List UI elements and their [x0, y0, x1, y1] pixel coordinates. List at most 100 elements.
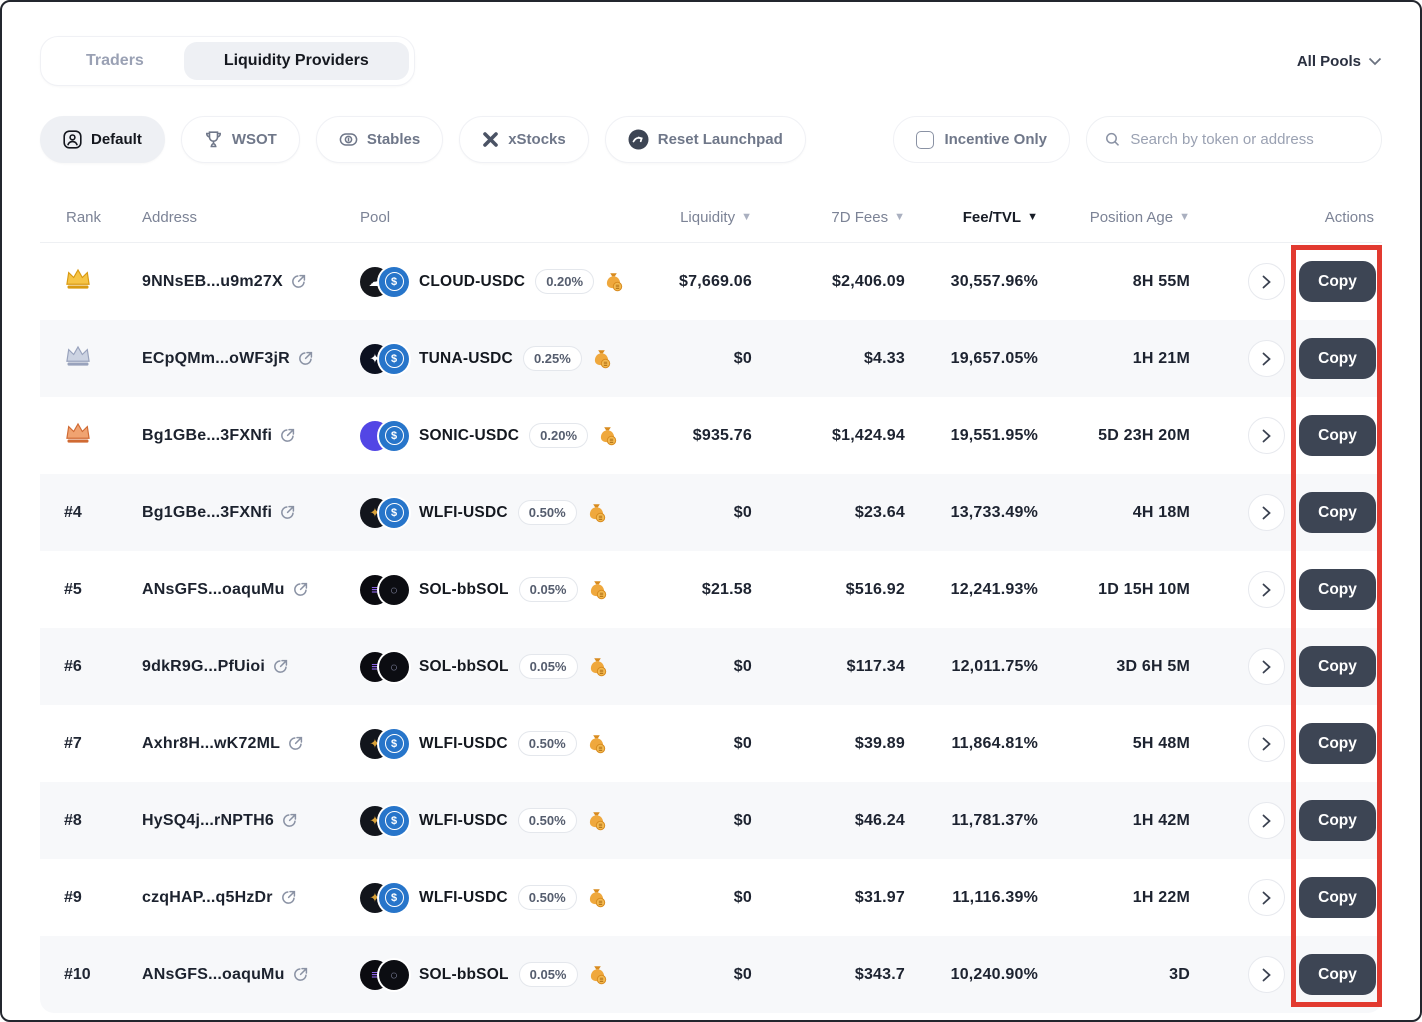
column-header-fee-tvl[interactable]: Fee/TVL ▼	[962, 209, 1038, 226]
expand-row-button[interactable]	[1248, 802, 1285, 839]
chip-stables[interactable]: Stables	[315, 116, 444, 163]
wallet-address: czqHAP...q5HzDr	[142, 888, 273, 906]
liquidity-value: $0	[733, 811, 752, 829]
table-row: 9NNsEB...u9m27X ☁ $ CLOUD-USDC 0.20% $7,…	[40, 243, 1382, 320]
column-header-7d-fees[interactable]: 7D Fees ▼	[831, 209, 905, 226]
external-link-icon[interactable]	[280, 428, 295, 443]
table-row: #6 9dkR9G...PfUioi ≡ ◌ SOL-bbSOL 0.05% $…	[40, 628, 1382, 705]
copy-button[interactable]: Copy	[1299, 338, 1376, 379]
external-link-icon[interactable]	[273, 659, 288, 674]
usdc-token-icon: $	[379, 343, 409, 374]
chip-xstocks[interactable]: xStocks	[459, 116, 589, 163]
copy-button[interactable]: Copy	[1299, 415, 1376, 456]
fee-tier-badge: 0.05%	[518, 962, 578, 987]
pool-token-icons: ✦ $	[360, 497, 409, 528]
all-pools-dropdown[interactable]: All Pools	[1297, 53, 1382, 70]
expand-row-button[interactable]	[1248, 417, 1285, 454]
expand-row-button[interactable]	[1248, 571, 1285, 608]
expand-row-button[interactable]	[1248, 494, 1285, 531]
fee-tvl-value: 13,733.49%	[950, 503, 1038, 521]
search-input[interactable]	[1130, 131, 1363, 148]
column-header-position-age[interactable]: Position Age ▼	[1089, 209, 1190, 226]
expand-row-button[interactable]	[1248, 879, 1285, 916]
copy-button[interactable]: Copy	[1299, 492, 1376, 533]
address-cell: 9NNsEB...u9m27X	[142, 273, 360, 291]
external-link-icon[interactable]	[280, 505, 295, 520]
position-age-value: 1D 15H 10M	[1098, 580, 1190, 598]
copy-button[interactable]: Copy	[1299, 569, 1376, 610]
incentive-only-checkbox[interactable]	[916, 130, 935, 149]
expand-row-button[interactable]	[1248, 263, 1285, 300]
filter-chips: Default WSOT Sta	[40, 116, 806, 163]
column-header-address: Address	[142, 209, 198, 226]
chip-reset-launchpad[interactable]: Reset Launchpad	[604, 116, 806, 163]
7d-fees-value: $1,424.94	[832, 426, 905, 444]
rank-cell: #7	[40, 735, 142, 753]
external-link-icon[interactable]	[281, 890, 296, 905]
table-row: #9 czqHAP...q5HzDr ✦ $ WLFI-USDC 0.50% $…	[40, 859, 1382, 936]
external-link-icon[interactable]	[293, 582, 308, 597]
copy-button[interactable]: Copy	[1299, 877, 1376, 918]
bronze-crown-icon	[66, 422, 90, 443]
actions-cell: Copy	[1190, 338, 1386, 379]
rank-number: #4	[64, 503, 82, 521]
tab-liquidity-providers[interactable]: Liquidity Providers	[183, 42, 409, 80]
position-age-value: 4H 18M	[1132, 503, 1190, 521]
usdc-token-icon: $	[379, 728, 409, 759]
position-age-value: 5H 48M	[1132, 734, 1190, 752]
external-link-icon[interactable]	[293, 967, 308, 982]
search-box[interactable]	[1086, 116, 1382, 163]
actions-cell: Copy	[1190, 723, 1386, 764]
copy-button[interactable]: Copy	[1299, 723, 1376, 764]
incentive-moneybag-icon	[587, 811, 606, 831]
rank-cell: #9	[40, 889, 142, 907]
pool-token-icons: ✦ $	[360, 728, 409, 759]
external-link-icon[interactable]	[298, 351, 313, 366]
tab-traders[interactable]: Traders	[86, 52, 144, 69]
trophy-icon	[204, 130, 223, 149]
expand-row-button[interactable]	[1248, 956, 1285, 993]
wallet-address: 9NNsEB...u9m27X	[142, 272, 283, 290]
copy-button[interactable]: Copy	[1299, 954, 1376, 995]
incentive-moneybag-icon	[587, 503, 606, 523]
incentive-moneybag-icon	[587, 734, 606, 754]
fee-tier-badge: 0.05%	[518, 577, 578, 602]
copy-button[interactable]: Copy	[1299, 261, 1376, 302]
pool-token-icons: ☁ $	[360, 266, 409, 297]
copy-button[interactable]: Copy	[1299, 646, 1376, 687]
actions-cell: Copy	[1190, 569, 1386, 610]
position-age-value: 1H 21M	[1132, 349, 1190, 367]
pool-cell: ✦ $ WLFI-USDC 0.50%	[360, 497, 658, 528]
position-age-value: 3D	[1169, 965, 1190, 983]
external-link-icon[interactable]	[291, 274, 306, 289]
address-cell: Bg1GBe...3FXNfi	[142, 504, 360, 522]
expand-row-button[interactable]	[1248, 340, 1285, 377]
incentive-moneybag-icon	[588, 965, 607, 985]
chip-default[interactable]: Default	[40, 116, 165, 163]
chevron-right-icon	[1262, 968, 1271, 981]
rank-number: #6	[64, 657, 82, 675]
position-age-value: 5D 23H 20M	[1098, 426, 1190, 444]
incentive-only-toggle[interactable]: Incentive Only	[893, 116, 1070, 163]
pool-token-icons: ≡ ◌	[360, 651, 409, 682]
usdc-token-icon: $	[379, 266, 409, 297]
expand-row-button[interactable]	[1248, 725, 1285, 762]
wallet-address: ECpQMm...oWF3jR	[142, 349, 290, 367]
pool-cell: ✦ $ TUNA-USDC 0.25%	[360, 343, 658, 374]
table-body: 9NNsEB...u9m27X ☁ $ CLOUD-USDC 0.20% $7,…	[40, 243, 1382, 1013]
copy-button[interactable]: Copy	[1299, 800, 1376, 841]
pool-name: WLFI-USDC	[419, 888, 508, 906]
chevron-right-icon	[1262, 275, 1271, 288]
filter-right-group: Incentive Only	[893, 116, 1382, 163]
expand-row-button[interactable]	[1248, 648, 1285, 685]
external-link-icon[interactable]	[282, 813, 297, 828]
chip-wsot[interactable]: WSOT	[180, 116, 300, 163]
external-link-icon[interactable]	[288, 736, 303, 751]
column-header-liquidity[interactable]: Liquidity ▼	[680, 209, 752, 226]
column-header-pool: Pool	[360, 209, 391, 226]
rank-number: #7	[64, 734, 82, 752]
actions-cell: Copy	[1190, 877, 1386, 918]
silver-crown-icon	[66, 345, 90, 366]
pool-cell: ≡ ◌ SOL-bbSOL 0.05%	[360, 574, 658, 605]
rank-cell	[40, 421, 142, 450]
